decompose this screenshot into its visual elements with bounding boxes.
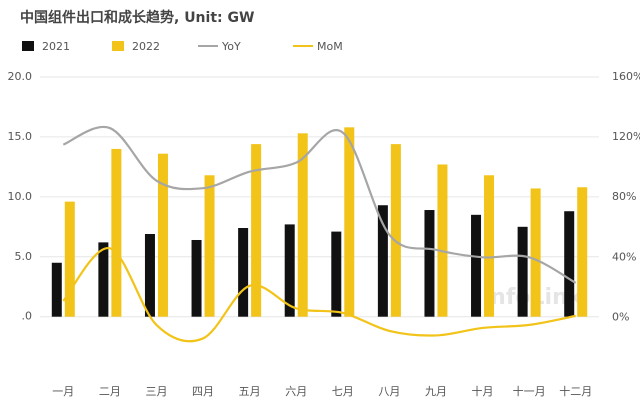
y-tick-label: 5.0 — [15, 250, 33, 263]
x-tick-label: 三月 — [145, 385, 167, 398]
chart-title: 中国组件出口和成长趋势, Unit: GW — [20, 9, 254, 26]
bar — [191, 239, 202, 317]
bar — [98, 242, 109, 317]
y-tick-label: 20.0 — [8, 70, 33, 83]
bar — [111, 148, 122, 317]
bar — [297, 133, 308, 317]
bar — [51, 262, 62, 317]
line-series — [62, 247, 576, 343]
legend-label: 2022 — [132, 40, 160, 53]
x-tick-label: 十一月 — [513, 384, 546, 398]
bar — [238, 228, 249, 317]
x-tick-label: 十月 — [472, 384, 494, 398]
legend-label: 2021 — [42, 40, 70, 53]
bar — [377, 205, 388, 317]
bar — [437, 164, 448, 317]
y2-tick-label: 80% — [612, 190, 636, 203]
x-tick-label: 五月 — [239, 385, 261, 398]
bar — [284, 224, 295, 317]
bar — [64, 201, 75, 317]
bar — [517, 226, 528, 317]
legend-swatch — [22, 41, 34, 51]
x-tick-label: 八月 — [378, 385, 400, 398]
x-tick-label: 一月 — [52, 385, 74, 398]
y2-tick-label: 40% — [612, 250, 636, 263]
y2-tick-label: 160% — [612, 70, 640, 83]
x-tick-label: 四月 — [192, 385, 214, 398]
bar — [390, 144, 401, 317]
x-tick-label: 七月 — [332, 385, 354, 398]
bar — [530, 188, 541, 317]
bar — [251, 144, 262, 317]
bar — [424, 210, 435, 317]
x-tick-label: 九月 — [425, 385, 447, 398]
line-series — [62, 125, 577, 284]
y2-tick-label: 0% — [612, 310, 629, 323]
bar — [157, 153, 168, 317]
y-tick-label: 15.0 — [8, 130, 33, 143]
legend-label: MoM — [317, 40, 343, 53]
bar — [144, 233, 155, 317]
bar — [471, 214, 482, 317]
x-tick-label: 六月 — [285, 385, 307, 398]
y2-tick-label: 120% — [612, 130, 640, 143]
legend-label: YoY — [221, 40, 241, 53]
x-tick-label: 二月 — [99, 385, 121, 398]
y-tick-label: .0 — [22, 310, 33, 323]
bar — [344, 127, 355, 317]
x-tick-label: 十二月 — [559, 384, 592, 398]
bar — [331, 231, 342, 317]
bar — [577, 187, 588, 317]
bar — [564, 211, 575, 317]
legend-swatch — [112, 41, 124, 51]
bar — [204, 175, 215, 317]
bar — [484, 175, 495, 317]
y-tick-label: 10.0 — [8, 190, 33, 203]
